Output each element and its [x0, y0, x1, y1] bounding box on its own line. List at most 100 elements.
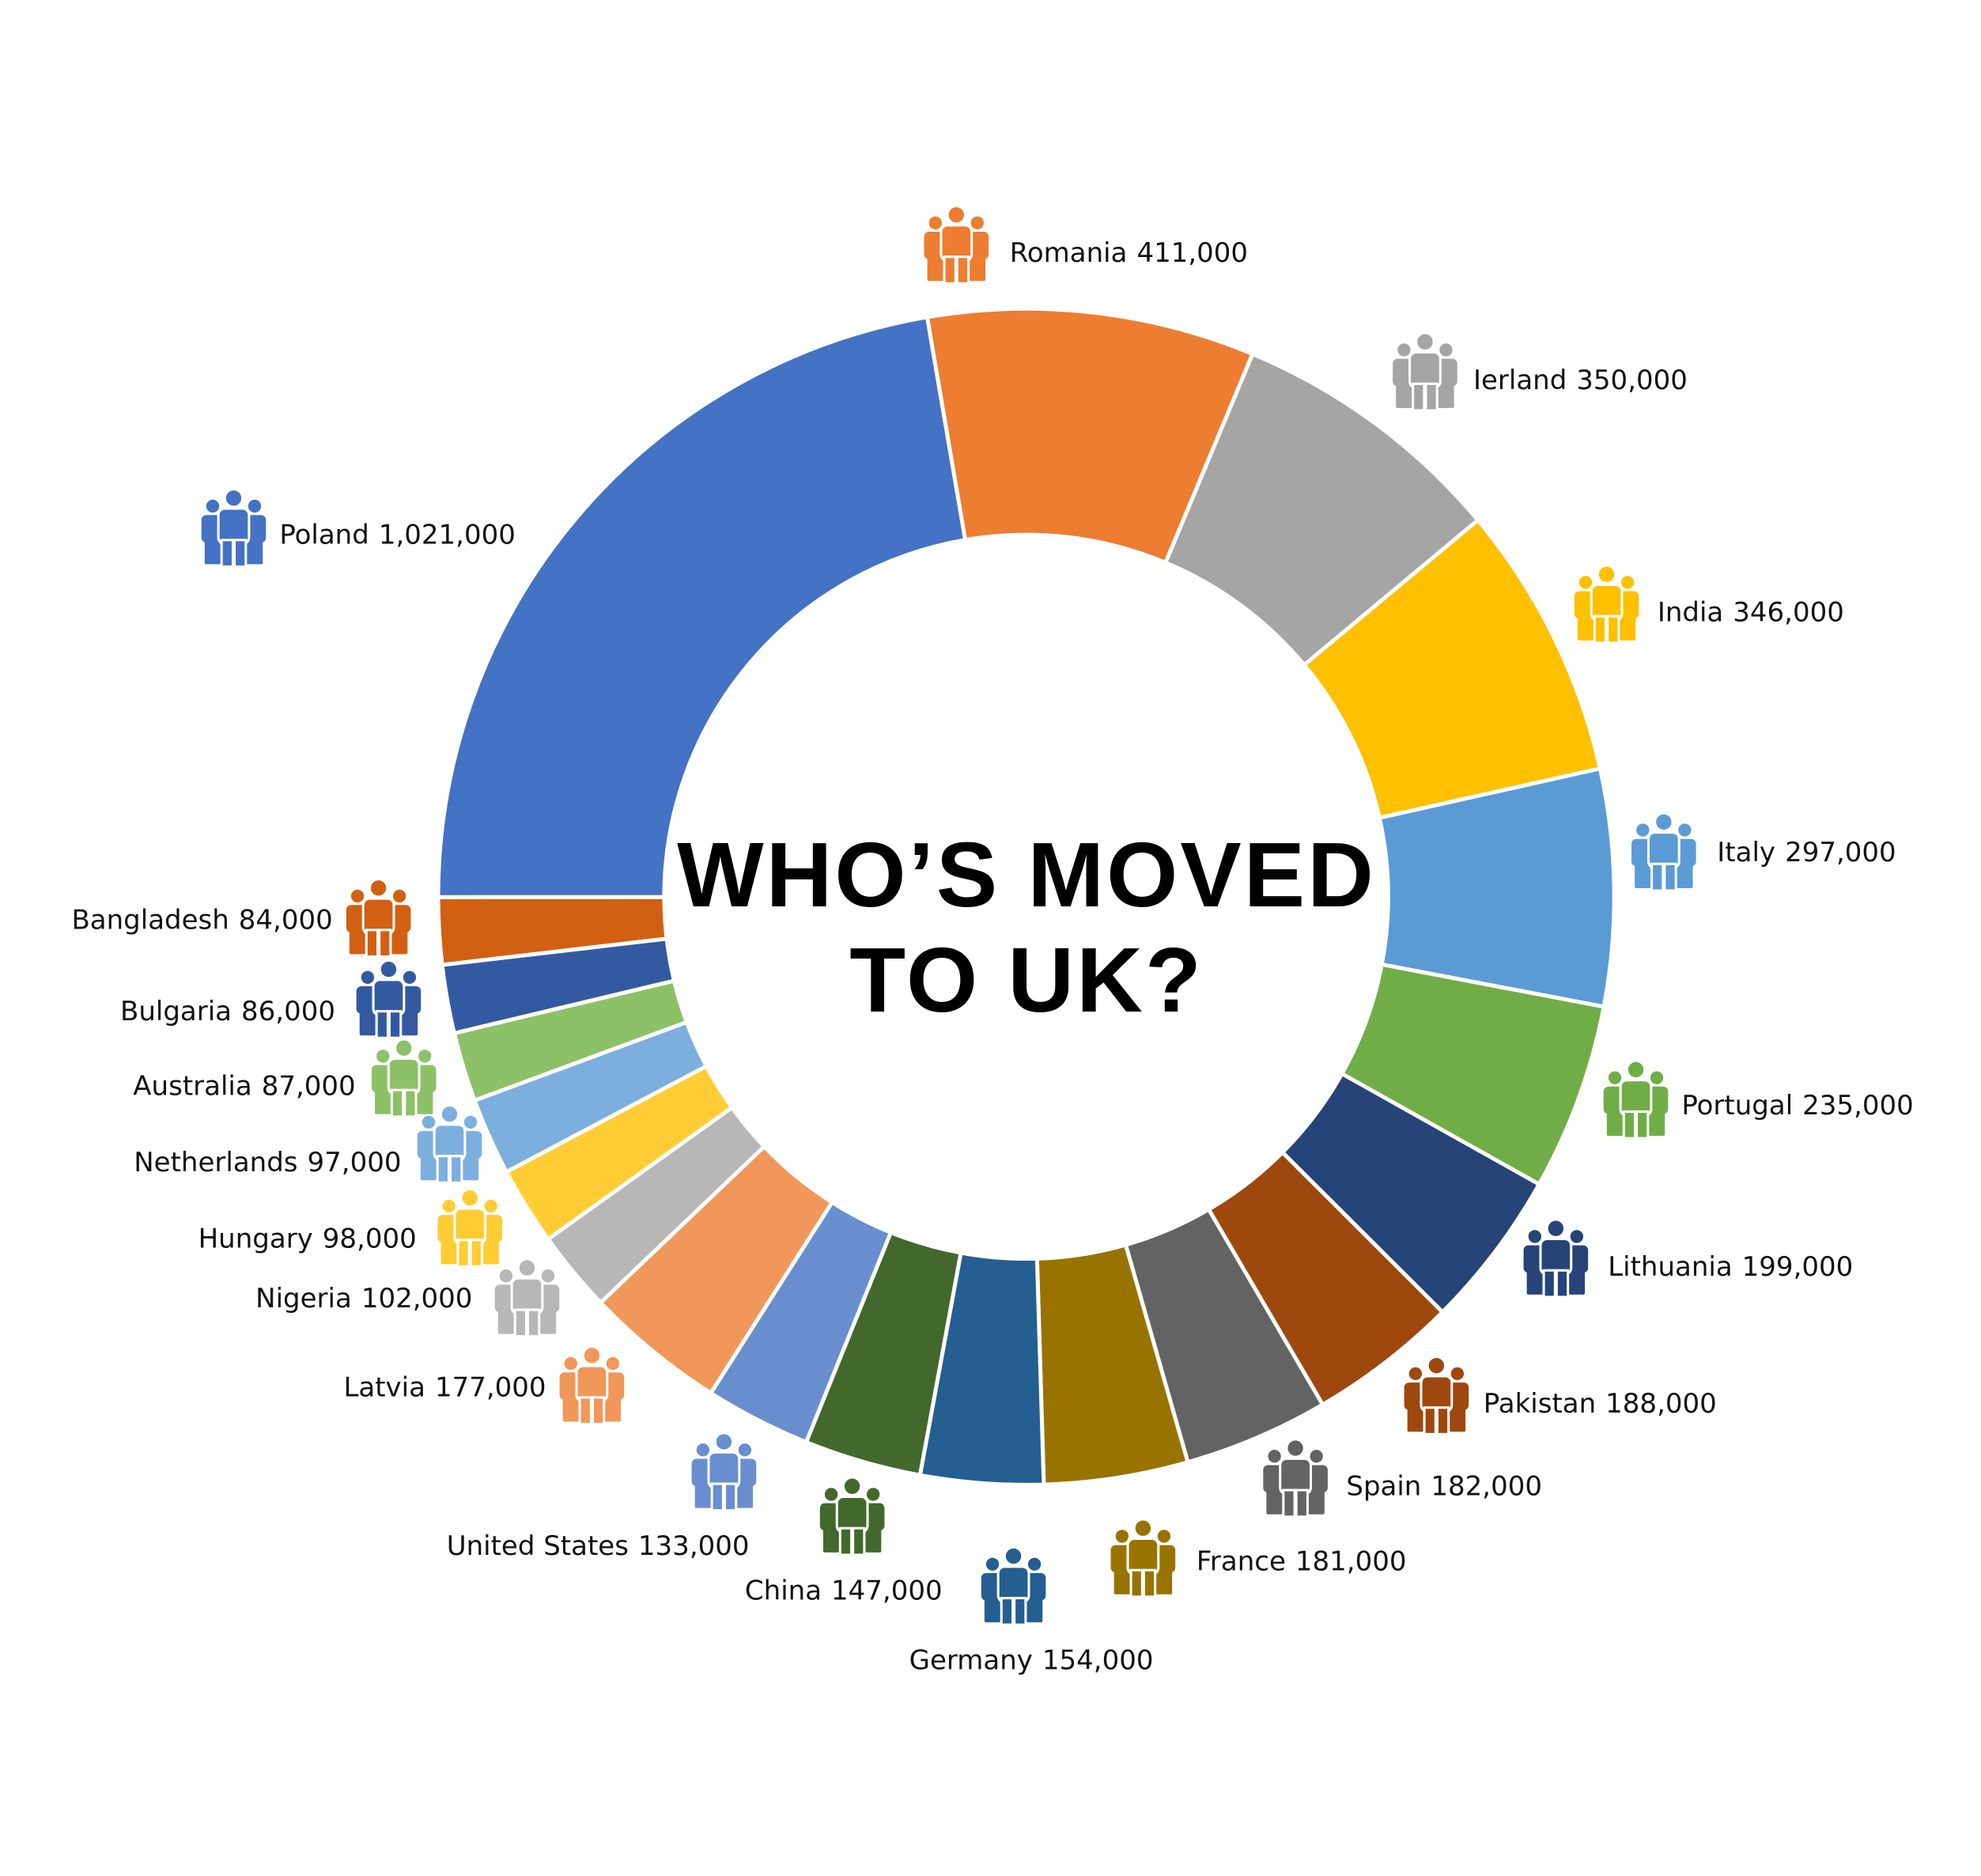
label-value: 84,000 [239, 904, 333, 936]
label-value: 87,000 [262, 1070, 356, 1102]
person-icon [1393, 331, 1457, 412]
person-icon [1110, 1518, 1176, 1598]
icon-part [1542, 1269, 1556, 1299]
icon-part [539, 1308, 557, 1334]
icon-part [541, 1269, 555, 1283]
label-name: Portugal [1681, 1089, 1793, 1121]
icon-part [713, 1432, 735, 1452]
icon-part [482, 1238, 499, 1265]
icon-part [204, 538, 221, 565]
label-value: 133,000 [638, 1530, 750, 1562]
icon-part [420, 1154, 437, 1181]
icon-part [526, 1308, 541, 1338]
icon-part [866, 1488, 880, 1501]
label-name: Ierland [1473, 364, 1567, 395]
icon-part [365, 929, 380, 959]
icon-part [513, 1308, 527, 1338]
icon-part [1424, 382, 1438, 412]
icon-part [1663, 862, 1677, 892]
data-label: Portugal 235,000 [1681, 1089, 1913, 1121]
icon-part [349, 928, 366, 955]
icon-part [1420, 1375, 1454, 1413]
label-value: 154,000 [1042, 1644, 1154, 1676]
icon-part [388, 1010, 403, 1039]
icon-part [1619, 1079, 1653, 1118]
icon-part [838, 1526, 853, 1556]
label-name: Spain [1346, 1470, 1421, 1502]
person-icon [437, 1187, 503, 1268]
icon-part [1157, 1530, 1171, 1543]
label-name: Italy [1717, 837, 1775, 868]
icon-part [1677, 862, 1693, 888]
data-label: Pakistan 188,000 [1484, 1388, 1717, 1420]
person-icon [691, 1432, 757, 1512]
icon-part [738, 1443, 752, 1457]
icon-part [1026, 1596, 1043, 1623]
label-name: Bulgaria [120, 995, 232, 1027]
data-label: Bulgaria 86,000 [120, 995, 335, 1027]
label-value: 98,000 [323, 1223, 417, 1254]
icon-part [955, 255, 970, 285]
icon-part [841, 1476, 863, 1496]
label-value: 346,000 [1733, 596, 1844, 628]
icon-part [1555, 1269, 1570, 1299]
icon-part [1397, 343, 1411, 357]
icon-part [996, 1565, 1030, 1604]
icon-part [456, 1239, 471, 1268]
icon-part [516, 1258, 538, 1278]
person-icon [819, 1476, 885, 1556]
icon-part [401, 1009, 418, 1036]
data-label: Hungary 98,000 [198, 1223, 417, 1254]
icon-part [1619, 615, 1636, 641]
icon-part [1407, 1405, 1424, 1432]
icon-part [391, 928, 408, 955]
icon-part [1415, 331, 1435, 352]
icon-part [462, 1154, 479, 1181]
data-label: Lithuania 199,000 [1608, 1250, 1853, 1282]
icon-part [969, 255, 986, 282]
label-value: 1,021,000 [379, 519, 516, 550]
icon-part [510, 1277, 544, 1315]
label-value: 235,000 [1802, 1089, 1914, 1121]
icon-part [1279, 1457, 1313, 1496]
icon-part [387, 1057, 421, 1095]
data-label: India 346,000 [1658, 596, 1844, 628]
icon-part [852, 1526, 866, 1556]
icon-part [1578, 576, 1593, 589]
icon-part [824, 1488, 838, 1501]
icon-part [206, 499, 220, 513]
icon-part [1423, 1406, 1437, 1435]
label-name: Australia [133, 1070, 251, 1102]
icon-part [723, 1482, 738, 1512]
icon-part [1295, 1488, 1309, 1519]
icon-part [248, 499, 262, 513]
label-name: Pakistan [1484, 1388, 1596, 1420]
icon-part [378, 959, 399, 980]
icon-part [1142, 1568, 1157, 1598]
icon-part [1266, 1488, 1283, 1515]
icon-part [393, 1038, 414, 1058]
data-label: Australia 87,000 [133, 1070, 355, 1102]
icon-part [1622, 1110, 1637, 1140]
person-icon [1263, 1438, 1328, 1519]
label-value: 297,000 [1785, 837, 1896, 868]
icon-part [928, 216, 942, 229]
icon-part [606, 1356, 620, 1371]
icon-part [497, 1308, 515, 1334]
icon-part [1129, 1568, 1144, 1598]
icon-part [604, 1395, 622, 1422]
person-icon [924, 204, 989, 285]
person-icon [346, 878, 411, 959]
label-name: Lithuania [1608, 1250, 1732, 1282]
person-icon [201, 488, 267, 568]
icon-part [361, 970, 375, 984]
data-label: Spain 182,000 [1346, 1470, 1542, 1502]
icon-part [422, 1115, 436, 1129]
icon-part [578, 1396, 592, 1426]
label-name: Germany [909, 1644, 1033, 1676]
icon-part [1650, 862, 1665, 892]
icon-part [736, 1482, 754, 1508]
label-value: 182,000 [1431, 1470, 1542, 1502]
icon-part [1593, 615, 1608, 645]
